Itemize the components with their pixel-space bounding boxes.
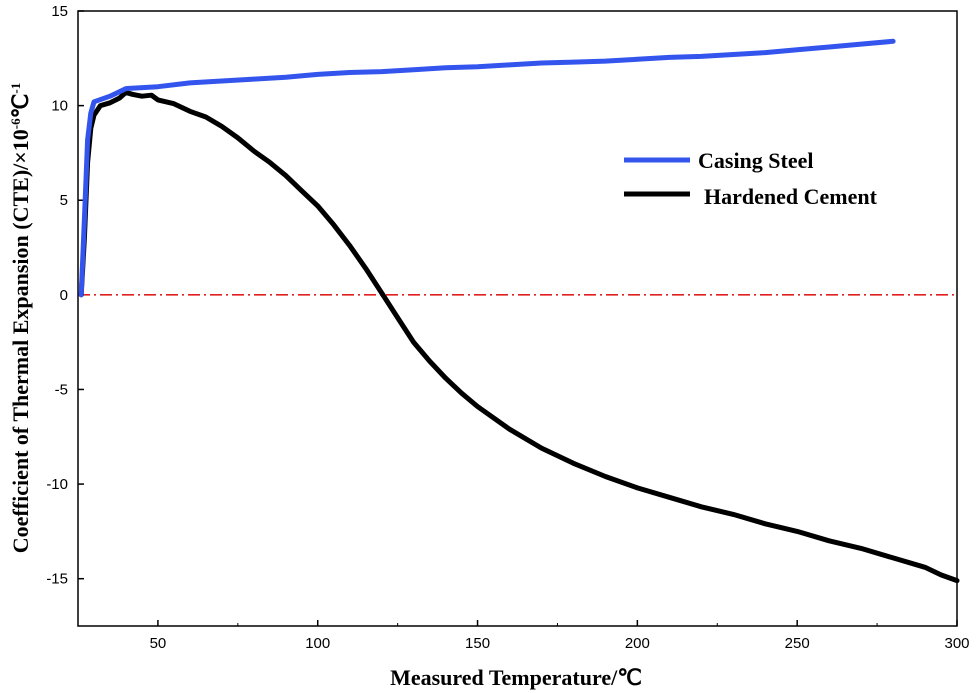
y-axis-title-unit: ℃ <box>8 94 33 119</box>
y-axis-title-main: Coefficient of Thermal Expansion (CTE)/×… <box>8 129 33 553</box>
y-tick-label: 5 <box>60 192 68 209</box>
x-tick-label: 150 <box>465 635 490 652</box>
x-tick-label: 200 <box>625 635 650 652</box>
y-tick-label: 10 <box>51 98 68 115</box>
legend-label-hardened-cement: Hardened Cement <box>704 184 878 209</box>
plot-area: 50 100 150 200 250 300 -15 -10 -5 0 5 10 15 <box>46 3 969 652</box>
y-axis-title: Coefficient of Thermal Expansion (CTE)/×… <box>8 83 33 553</box>
plot-frame <box>77 10 958 627</box>
x-tick-label: 100 <box>305 635 330 652</box>
y-tick-label: -5 <box>55 381 68 398</box>
hardened-cement-line <box>78 89 960 584</box>
y-tick-label: 0 <box>60 287 68 304</box>
casing-steel-line <box>78 38 896 298</box>
y-tick-label: -15 <box>46 571 68 588</box>
y-tick-label: 15 <box>51 3 68 20</box>
legend: Casing Steel Hardened Cement <box>624 148 878 209</box>
axis-ticks: 50 100 150 200 250 300 -15 -10 -5 0 5 10 15 <box>46 3 969 652</box>
x-tick-label: 250 <box>785 635 810 652</box>
y-axis-title-unit-exponent: -1 <box>8 83 23 94</box>
x-tick-label: 300 <box>944 635 969 652</box>
x-axis-title: Measured Temperature/℃ <box>390 665 642 690</box>
legend-label-casing-steel: Casing Steel <box>698 148 814 173</box>
x-tick-label: 50 <box>150 635 167 652</box>
y-axis-title-exponent: -6 <box>8 118 23 129</box>
y-tick-label: -10 <box>46 476 68 493</box>
